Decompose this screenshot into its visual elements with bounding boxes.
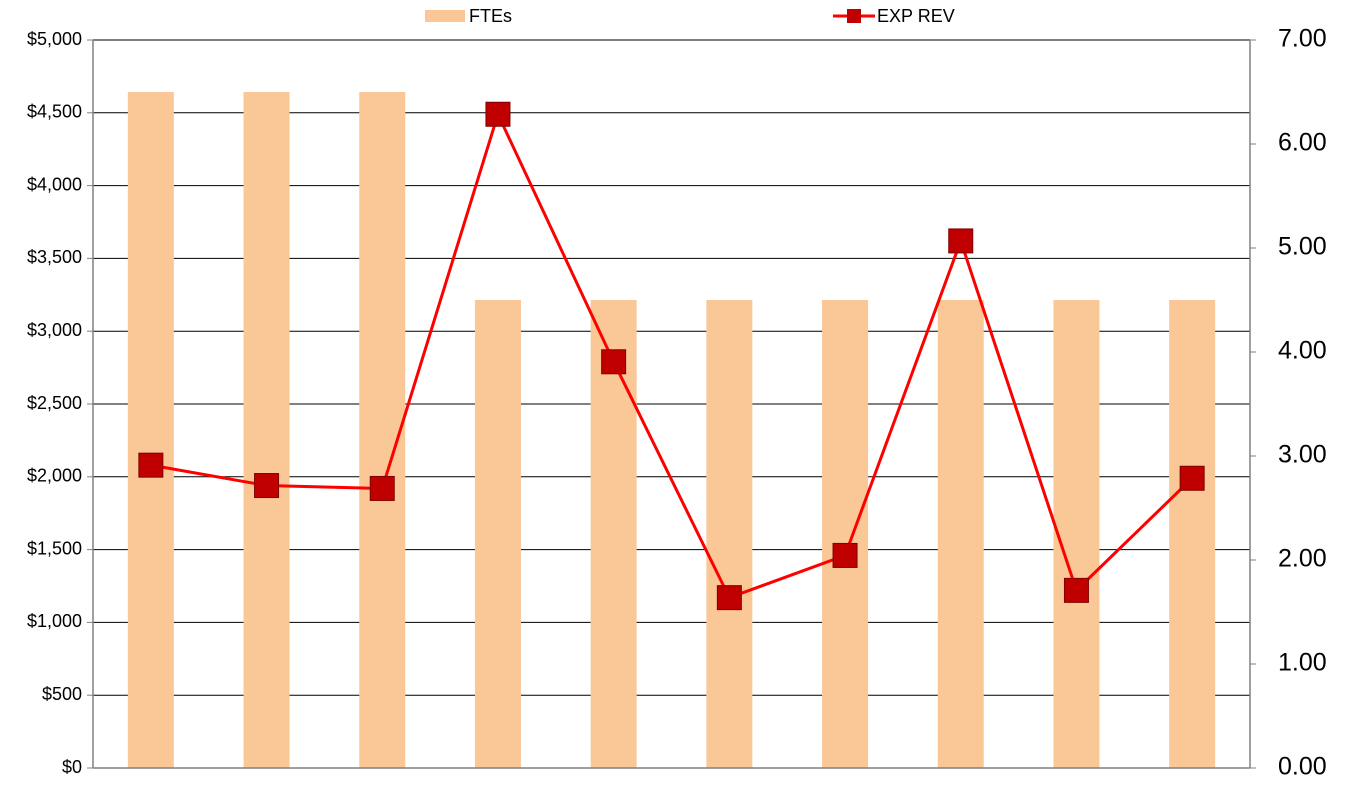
y-tick-label: $500 bbox=[42, 684, 82, 704]
marker bbox=[1063, 577, 1089, 603]
y-tick-label: $3,500 bbox=[27, 247, 82, 267]
line bbox=[150, 110, 1194, 600]
y-tick-label: $1,500 bbox=[27, 538, 82, 558]
y2-tick-label: 5.00 bbox=[1278, 233, 1327, 261]
legend-marker bbox=[847, 9, 861, 23]
y-tick-label: $1,000 bbox=[27, 611, 82, 631]
bar bbox=[127, 92, 174, 768]
marker bbox=[948, 228, 974, 254]
marker bbox=[601, 349, 627, 375]
y2-tick-label: 2.00 bbox=[1278, 545, 1327, 573]
bar bbox=[243, 92, 290, 768]
y2-tick-label: 0.00 bbox=[1278, 753, 1327, 781]
legend-label: EXP REV bbox=[877, 6, 955, 26]
y-tick-label: $3,000 bbox=[27, 320, 82, 340]
y2-tick-label: 4.00 bbox=[1278, 337, 1327, 365]
bar bbox=[937, 300, 984, 768]
legend-label: FTEs bbox=[469, 6, 512, 26]
marker bbox=[1179, 465, 1205, 491]
bar bbox=[706, 300, 753, 768]
marker bbox=[832, 542, 858, 568]
y-tick-label: $4,000 bbox=[27, 174, 82, 194]
bar bbox=[1053, 300, 1100, 768]
y2-tick-label: 6.00 bbox=[1278, 129, 1327, 157]
bar bbox=[822, 300, 869, 768]
bar bbox=[590, 300, 637, 768]
legend-swatch bbox=[425, 10, 465, 22]
y-tick-label: $4,500 bbox=[27, 102, 82, 122]
marker bbox=[369, 475, 395, 501]
bar bbox=[359, 92, 406, 768]
y-tick-label: $0 bbox=[62, 757, 82, 777]
marker bbox=[716, 585, 742, 611]
marker bbox=[485, 101, 511, 127]
y2-tick-label: 7.00 bbox=[1278, 25, 1327, 53]
marker bbox=[138, 452, 164, 478]
y2-tick-label: 1.00 bbox=[1278, 649, 1327, 677]
y-tick-label: $2,500 bbox=[27, 393, 82, 413]
bar bbox=[1169, 300, 1216, 768]
y-tick-label: $5,000 bbox=[27, 29, 82, 49]
y-tick-label: $2,000 bbox=[27, 466, 82, 486]
marker bbox=[254, 473, 280, 499]
y2-tick-label: 3.00 bbox=[1278, 441, 1327, 469]
bar bbox=[474, 300, 521, 768]
